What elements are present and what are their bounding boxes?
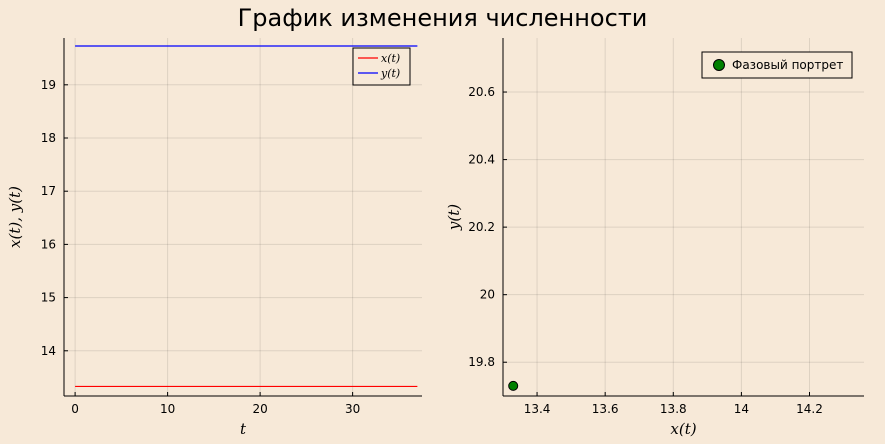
y-axis-label: x(t), y(t) bbox=[6, 186, 24, 248]
x-tick-label: 14.2 bbox=[796, 402, 823, 416]
y-tick-label: 16 bbox=[41, 237, 56, 251]
y-tick-label: 20.6 bbox=[468, 85, 495, 99]
y-tick-label: 17 bbox=[41, 184, 56, 198]
x-tick-label: 13.6 bbox=[592, 402, 619, 416]
legend-label: Фазовый портрет bbox=[732, 58, 843, 72]
y-tick-label: 20 bbox=[480, 288, 495, 302]
x-tick-label: 20 bbox=[252, 402, 267, 416]
phase-portrait-plot: 13.4 13.6 13.8 14 14.2 19.8 20 20.2 20.4 20.6 x(t)… bbox=[445, 38, 864, 438]
y-tick-label: 20.2 bbox=[468, 220, 495, 234]
figure-title: График изменения численности bbox=[237, 4, 648, 32]
x-axis-label: t bbox=[240, 420, 247, 438]
legend-label: y(t) bbox=[380, 67, 400, 80]
x-tick-label: 30 bbox=[345, 402, 360, 416]
y-tick-label: 19.8 bbox=[468, 355, 495, 369]
y-tick-label: 20.4 bbox=[468, 153, 495, 167]
y-tick-label: 19 bbox=[41, 78, 56, 92]
x-tick-label: 14 bbox=[734, 402, 749, 416]
legend-label: x(t) bbox=[381, 52, 400, 65]
legend: x(t) y(t) bbox=[352, 47, 411, 86]
y-tick-label: 15 bbox=[41, 291, 56, 305]
scatter-point bbox=[508, 380, 519, 391]
y-tick-label: 14 bbox=[41, 344, 56, 358]
x-tick-label: 13.4 bbox=[524, 402, 551, 416]
time-series-plot: 0 10 20 30 14 15 16 17 18 19 t x(t), y(t) x(t) y(t) bbox=[6, 38, 422, 438]
legend-box bbox=[701, 51, 853, 79]
legend: Фазовый портрет bbox=[701, 51, 853, 79]
y-tick-label: 18 bbox=[41, 131, 56, 145]
x-tick-label: 13.8 bbox=[660, 402, 687, 416]
x-axis-label: x(t) bbox=[670, 420, 696, 438]
x-tick-label: 10 bbox=[160, 402, 175, 416]
legend-box bbox=[352, 47, 411, 86]
y-axis-label: y(t) bbox=[445, 204, 463, 231]
x-tick-label: 0 bbox=[71, 402, 79, 416]
legend-marker bbox=[713, 59, 725, 71]
